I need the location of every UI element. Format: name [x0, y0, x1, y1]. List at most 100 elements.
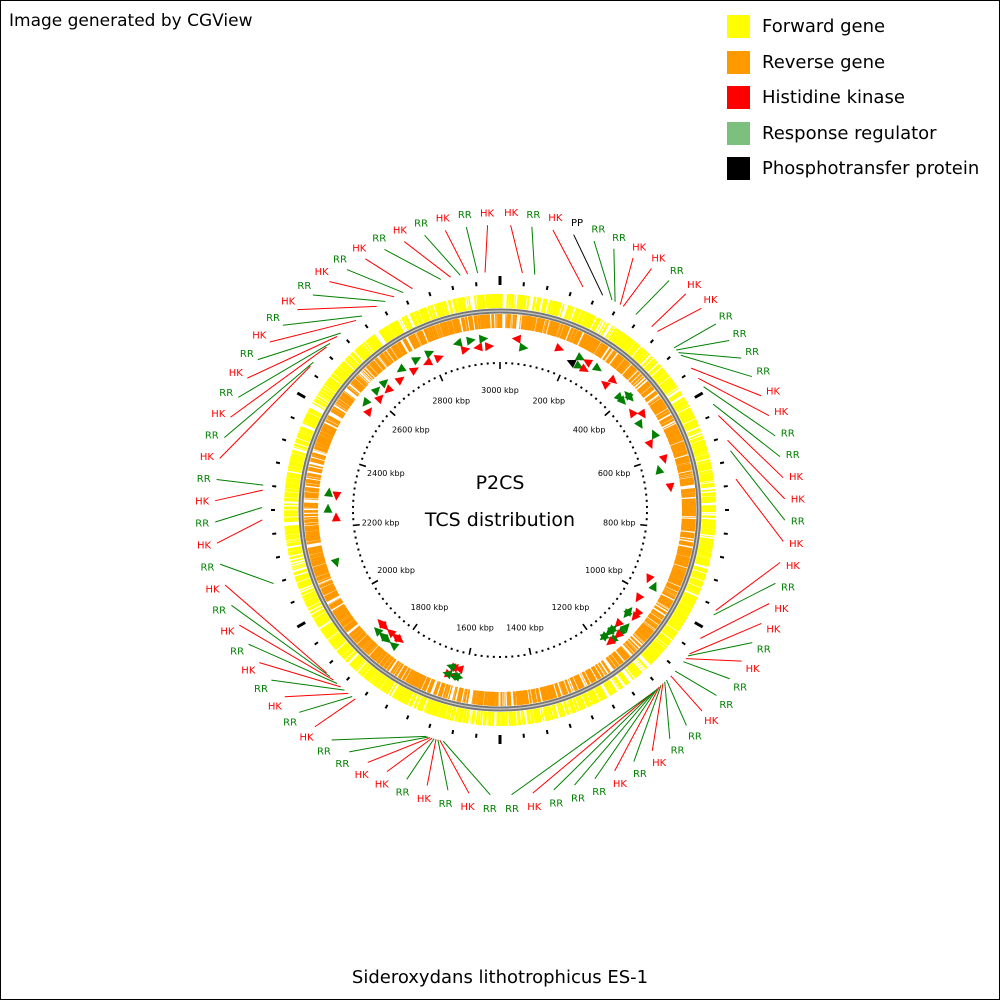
reverse-gene — [536, 688, 541, 703]
forward-gene — [591, 317, 600, 331]
callout-label-hk: HK — [241, 666, 256, 677]
callout-line — [594, 688, 658, 780]
forward-gene — [684, 422, 698, 430]
reverse-gene — [305, 533, 320, 539]
reverse-gene — [325, 593, 339, 601]
forward-gene — [356, 347, 368, 360]
forward-gene — [382, 679, 392, 692]
reverse-gene — [651, 400, 664, 411]
reverse-gene — [610, 654, 620, 666]
forward-gene — [687, 584, 701, 591]
callout-line — [574, 689, 656, 786]
reverse-gene — [675, 557, 690, 563]
forward-gene — [454, 707, 460, 722]
forward-gene — [689, 436, 704, 444]
outer-tick — [290, 415, 295, 420]
forward-gene — [456, 298, 461, 313]
center-subtitle: TCS distribution — [424, 509, 575, 531]
forward-gene — [534, 708, 539, 723]
callout-line — [633, 685, 662, 762]
reverse-gene — [604, 349, 614, 362]
forward-gene — [431, 304, 438, 319]
forward-gene — [655, 637, 668, 648]
callout-line — [331, 735, 427, 741]
forward-gene — [286, 542, 301, 546]
reverse-gene — [543, 319, 548, 334]
forward-gene — [323, 626, 337, 637]
callout-label-hk: HK — [355, 770, 370, 781]
reverse-gene — [481, 691, 485, 706]
callout-line — [712, 403, 781, 458]
reverse-gene — [532, 688, 538, 703]
forward-gene — [334, 640, 347, 651]
reverse-gene — [656, 409, 670, 418]
reverse-gene — [626, 369, 638, 381]
forward-gene — [299, 585, 314, 592]
forward-gene — [590, 317, 599, 331]
forward-gene — [687, 583, 702, 590]
reverse-gene — [680, 482, 695, 487]
reverse-gene — [327, 415, 341, 424]
forward-gene — [342, 648, 355, 660]
reverse-gene — [671, 569, 686, 577]
reverse-gene — [341, 616, 355, 628]
forward-gene — [562, 701, 570, 716]
reverse-gene — [336, 401, 349, 411]
reverse-gene — [561, 680, 568, 695]
reverse-gene — [416, 332, 424, 346]
reverse-gene — [617, 360, 628, 373]
forward-gene — [341, 362, 353, 374]
reverse-gene — [643, 621, 656, 631]
scale-label: 1200 kbp — [552, 603, 590, 612]
reverse-gene — [317, 436, 332, 444]
reverse-gene — [681, 498, 696, 501]
forward-gene — [598, 321, 607, 335]
forward-gene — [580, 311, 588, 326]
reverse-gene — [616, 359, 628, 372]
reverse-gene — [620, 362, 631, 375]
reverse-gene — [336, 609, 349, 619]
forward-gene — [363, 666, 374, 679]
callout-line — [424, 234, 461, 276]
outer-tick — [705, 415, 710, 420]
reverse-gene — [390, 346, 400, 359]
tcs-marker-hk — [637, 408, 646, 419]
reverse-gene — [331, 407, 345, 418]
reverse-gene — [518, 690, 523, 705]
reverse-gene — [484, 691, 488, 706]
callout-label-pp: PP — [571, 218, 583, 229]
reverse-gene — [662, 590, 676, 598]
reverse-gene — [624, 641, 636, 653]
forward-gene — [656, 636, 669, 647]
reverse-gene — [315, 572, 330, 580]
reverse-gene — [597, 663, 606, 676]
reverse-gene — [456, 687, 462, 702]
forward-gene — [644, 358, 656, 370]
forward-gene — [318, 391, 332, 401]
tcs-marker-rr — [452, 337, 463, 347]
reverse-gene — [679, 540, 694, 545]
forward-gene — [430, 701, 438, 716]
reverse-gene — [673, 564, 688, 571]
forward-gene — [683, 592, 698, 600]
forward-gene — [358, 662, 369, 675]
reverse-gene — [492, 691, 494, 706]
forward-gene — [479, 294, 483, 309]
reverse-gene — [673, 449, 687, 455]
reverse-gene — [654, 605, 668, 614]
callout-label-hk: HK — [352, 243, 367, 254]
forward-gene — [684, 420, 698, 428]
reverse-gene — [535, 688, 540, 703]
forward-gene — [666, 387, 679, 397]
reverse-gene — [585, 337, 594, 351]
reverse-gene — [424, 678, 431, 692]
reverse-gene — [675, 456, 690, 463]
callout-line — [384, 249, 442, 280]
reverse-gene — [411, 672, 420, 686]
reverse-gene — [655, 602, 669, 612]
forward-gene — [685, 587, 700, 595]
forward-gene — [379, 677, 389, 690]
reverse-gene — [678, 470, 693, 477]
reverse-gene — [528, 689, 532, 704]
reverse-gene — [483, 691, 487, 706]
